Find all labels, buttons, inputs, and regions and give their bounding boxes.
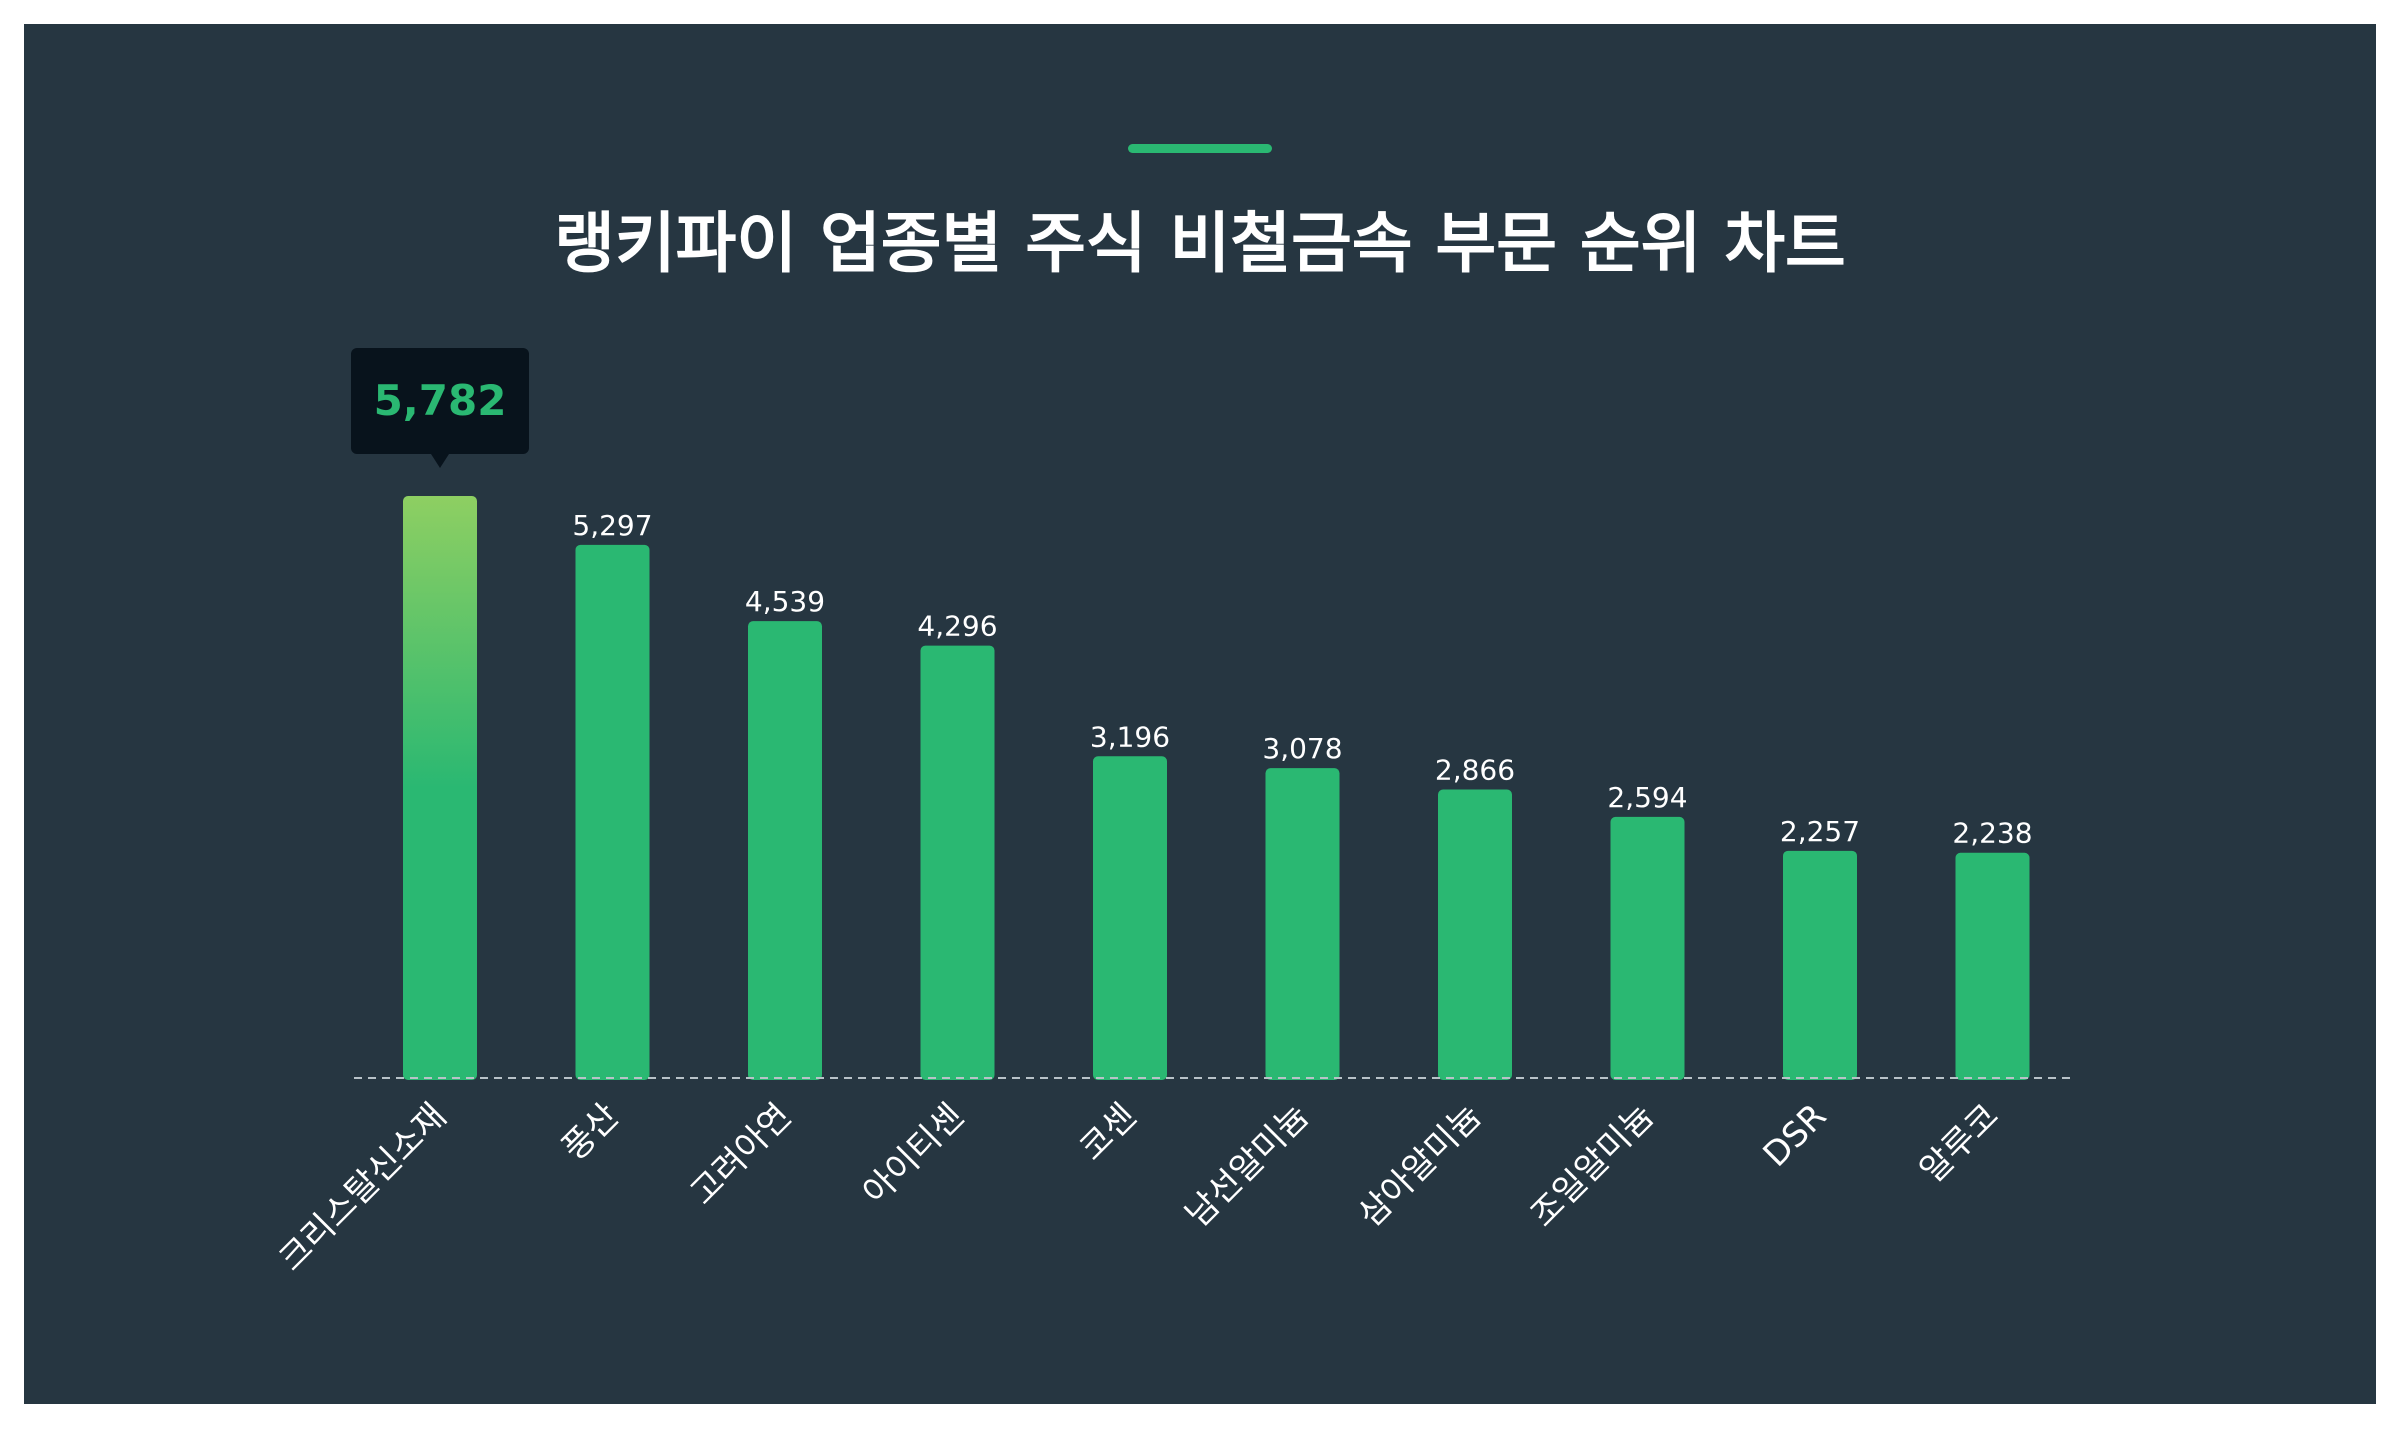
- bar-value-label-9: 2,257: [1780, 815, 1860, 848]
- x-tick-label-6: 남선알미늄: [1178, 1096, 1317, 1235]
- tooltip-pointer: [431, 454, 449, 468]
- bar-value-label-3: 4,539: [745, 585, 825, 618]
- bar-value-label-4: 4,296: [917, 610, 997, 643]
- x-tick-label-2: 풍산: [554, 1096, 627, 1169]
- x-tick-labels-layer: 크리스탈신소재 풍산 고려아연 아이티센 코센 남선알미늄 삼아알미늄 조일알미늄 DSR 알루코: [271, 1096, 2007, 1279]
- value-labels-layer: 5,297 4,539 4,296 3,196 3,078 2,866 2,594 2,257…: [572, 509, 2032, 850]
- bar-10: [1955, 852, 2030, 1080]
- bar-value-label-8: 2,594: [1607, 781, 1687, 814]
- bar-value-label-10: 2,238: [1952, 817, 2032, 850]
- tooltip-value: 5,782: [373, 376, 507, 425]
- bar-4: [920, 645, 995, 1080]
- x-tick-label-1: 크리스탈신소재: [271, 1096, 454, 1279]
- bar-8: [1610, 816, 1685, 1080]
- bar-7: [1438, 789, 1512, 1080]
- bar-3: [748, 621, 822, 1080]
- chart-title: 랭키파이 업종별 주식 비철금속 부문 순위 차트: [554, 205, 1846, 282]
- x-tick-label-9: DSR: [1756, 1096, 1835, 1175]
- bar-chart: 5,297 4,539 4,296 3,196 3,078 2,866 2,594 2,257…: [271, 496, 2074, 1279]
- x-tick-label-8: 조일알미늄: [1523, 1096, 1662, 1235]
- bars-layer: [403, 496, 2030, 1080]
- x-tick-label-5: 코센: [1072, 1096, 1145, 1169]
- bar-1: [403, 496, 477, 1080]
- x-tick-label-10: 알루코: [1912, 1096, 2007, 1191]
- bar-9: [1783, 850, 1857, 1080]
- chart-panel: 랭키파이 업종별 주식 비철금속 부문 순위 차트 5,297 4,539 4,29…: [24, 24, 2376, 1404]
- bar-value-label-5: 3,196: [1090, 720, 1170, 753]
- bar-value-label-2: 5,297: [572, 509, 652, 542]
- bar-value-label-7: 2,866: [1435, 754, 1515, 787]
- bar-6: [1265, 768, 1340, 1080]
- x-tick-label-7: 삼아알미늄: [1350, 1096, 1489, 1235]
- bar-2: [575, 544, 650, 1080]
- title-accent-line: [1128, 144, 1272, 153]
- bar-value-label-6: 3,078: [1262, 732, 1342, 765]
- bar-5: [1093, 756, 1167, 1080]
- x-tick-label-3: 고려아연: [683, 1096, 800, 1213]
- x-tick-label-4: 아이티센: [855, 1096, 972, 1213]
- value-tooltip: 5,782: [351, 348, 529, 454]
